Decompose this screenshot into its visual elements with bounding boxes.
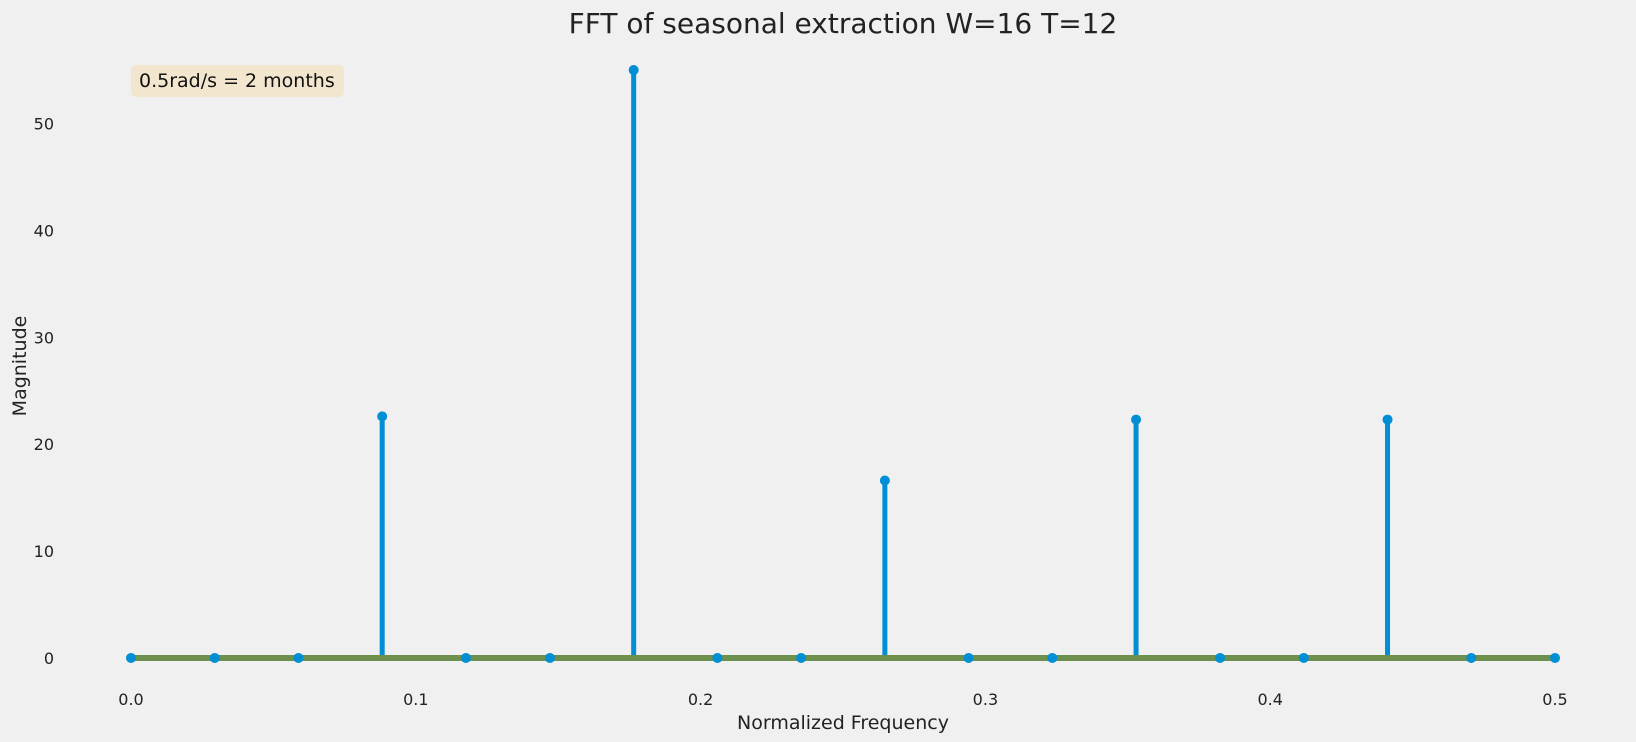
stem-marker — [1466, 652, 1477, 663]
annotation-box: 0.5rad/s = 2 months — [131, 65, 344, 97]
stem-marker — [796, 652, 807, 663]
stem-marker — [1215, 652, 1226, 663]
stem-marker — [712, 652, 723, 663]
y-tick-label: 10 — [34, 542, 54, 561]
stem-marker — [293, 652, 304, 663]
y-tick-label: 0 — [44, 649, 54, 668]
stem-marker — [377, 411, 388, 422]
stem-marker — [460, 652, 471, 663]
stem-marker — [1131, 414, 1142, 425]
stem-marker — [126, 652, 136, 663]
stem-marker — [628, 65, 639, 76]
x-tick-label: 0.4 — [1257, 690, 1282, 709]
stem-marker — [1298, 652, 1309, 663]
annotation-background — [131, 65, 344, 97]
x-axis-label: Normalized Frequency — [737, 712, 949, 734]
y-tick-label: 20 — [34, 435, 54, 454]
y-axis-label: Magnitude — [9, 316, 31, 417]
x-tick-label: 0.1 — [403, 690, 428, 709]
x-tick-label: 0.2 — [688, 690, 713, 709]
stem-marker — [209, 652, 220, 663]
y-tick-label: 50 — [34, 114, 54, 133]
stem-marker — [963, 652, 974, 663]
stem-markers — [126, 65, 1560, 663]
x-tick-label: 0.3 — [973, 690, 998, 709]
x-tick-label: 0.5 — [1542, 690, 1567, 709]
y-tick-label: 40 — [34, 221, 54, 240]
stem-marker — [544, 652, 555, 663]
stem-lines — [379, 70, 1391, 658]
stem-marker — [1047, 652, 1058, 663]
y-tick-label: 30 — [34, 328, 54, 347]
stem-marker — [1382, 414, 1393, 425]
x-axis-ticks: 0.0 0.1 0.2 0.3 0.4 0.5 — [118, 690, 1567, 709]
chart-title: FFT of seasonal extraction W=16 T=12 — [569, 7, 1118, 40]
stem-marker — [1550, 652, 1560, 663]
y-axis-ticks: 0 10 20 30 40 50 — [34, 114, 54, 667]
annotation-text: 0.5rad/s = 2 months — [139, 70, 335, 92]
x-tick-label: 0.0 — [118, 690, 143, 709]
stem-marker — [879, 475, 890, 486]
